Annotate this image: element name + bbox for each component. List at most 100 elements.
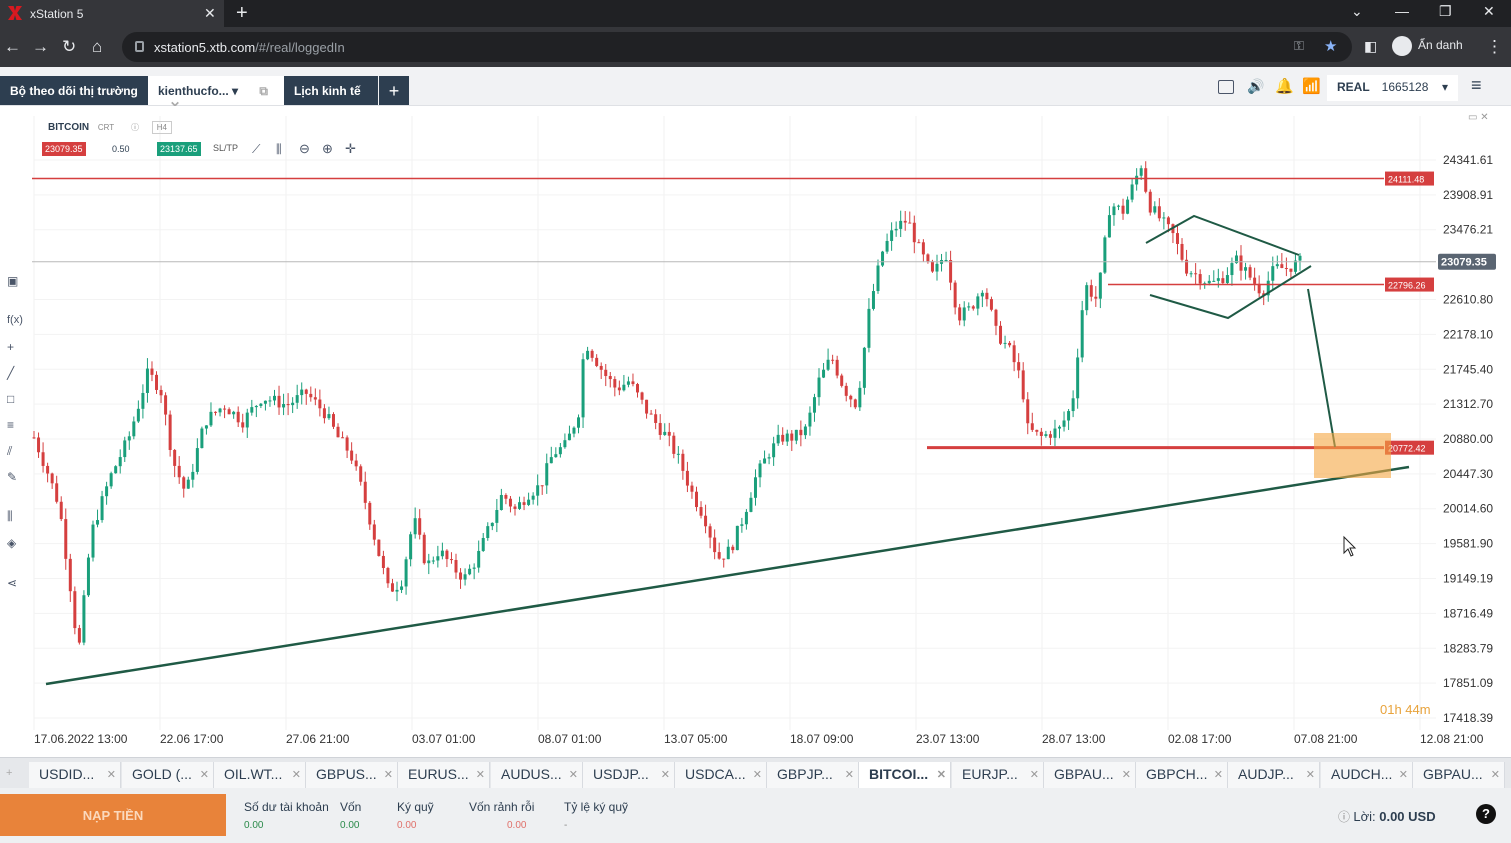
sidepanel-icon[interactable]: ◧	[1364, 38, 1378, 54]
candle-body	[91, 524, 95, 558]
incognito-profile[interactable]: Ẩn danh	[1392, 36, 1463, 56]
close-tab-icon[interactable]: ✕	[844, 769, 854, 781]
channel-tool-icon[interactable]: ⫽	[7, 444, 13, 458]
chart-type-icon[interactable]: ⟋	[252, 142, 261, 156]
close-tab-icon[interactable]: ✕	[752, 769, 762, 781]
trendline[interactable]	[45, 465, 1410, 686]
sltp-button[interactable]: SL/TP	[213, 143, 239, 153]
symbol-tab[interactable]: AUDJP... ✕	[1228, 762, 1320, 788]
deposit-button[interactable]: NẠP TIỀN	[0, 794, 226, 836]
reload-icon[interactable]: ↻	[62, 37, 77, 56]
close-tab-icon[interactable]: ✕	[1305, 769, 1315, 781]
diamond-pattern-lower[interactable]	[1149, 265, 1312, 320]
restore-icon[interactable]: ❐	[1439, 3, 1452, 19]
close-tab-icon[interactable]: ✕	[204, 5, 216, 21]
symbol-tab[interactable]: GBPAU... ✕	[1044, 762, 1136, 788]
screenshot-icon[interactable]: ▣	[7, 274, 19, 288]
close-tab-icon[interactable]: ✕	[1490, 769, 1500, 781]
tab-kienthuc[interactable]: kienthucfo... ▾ ⧉ ✕	[148, 76, 284, 113]
layers-icon[interactable]: ◈	[7, 536, 17, 550]
close-tab-icon[interactable]: ✕	[660, 769, 670, 781]
tab-economic-calendar[interactable]: Lịch kinh tế	[284, 76, 378, 105]
symbol-tab[interactable]: GBPUS... ✕	[306, 762, 398, 788]
tab-market-watch[interactable]: Bộ theo dõi thị trường	[0, 76, 148, 105]
close-tab-icon[interactable]: ✕	[1029, 769, 1039, 781]
hamburger-menu-icon[interactable]: ≡	[1471, 75, 1482, 95]
back-icon[interactable]: ←	[4, 37, 21, 56]
symbol-tab[interactable]: AUDUS... ✕	[491, 762, 583, 788]
forward-icon[interactable]: →	[32, 37, 49, 56]
key-icon[interactable]: ⚿	[1294, 38, 1304, 53]
help-button[interactable]: ?	[1476, 804, 1496, 824]
projection-line[interactable]	[1307, 288, 1336, 448]
chevron-down-icon[interactable]: ⌄	[1351, 3, 1363, 19]
star-icon[interactable]: ★	[1324, 38, 1338, 55]
diamond-pattern-upper[interactable]	[1145, 214, 1300, 256]
close-tab-icon[interactable]: ✕	[475, 769, 485, 781]
candle-body	[291, 402, 295, 406]
candle-body	[164, 395, 168, 415]
home-icon[interactable]: ⌂	[92, 37, 103, 56]
symbol-tab[interactable]: USDID... ✕	[29, 762, 121, 788]
layout-icon[interactable]	[1218, 80, 1234, 94]
symbol-tab[interactable]: GBPAU... ✕	[1413, 762, 1505, 788]
url-field[interactable]: xstation5.xtb.com/#/real/loggedIn ⚿ ★	[122, 32, 1352, 62]
minimize-icon[interactable]: —	[1395, 3, 1409, 19]
close-tab-icon[interactable]: ✕	[1121, 769, 1131, 781]
rectangle-tool-icon[interactable]: □	[7, 392, 15, 406]
close-window-icon[interactable]: ✕	[1483, 3, 1495, 19]
zoom-in-icon[interactable]: ⊕	[322, 141, 333, 156]
symbol-tab[interactable]: AUDCH... ✕	[1321, 762, 1413, 788]
candle-body	[1008, 342, 1012, 346]
symbol-tab[interactable]: EURUS... ✕	[398, 762, 490, 788]
symbol-tab[interactable]: USDJP... ✕	[583, 762, 675, 788]
new-tab-icon[interactable]: +	[236, 2, 248, 24]
sell-button[interactable]: 23079.35	[42, 142, 86, 156]
chart-panel[interactable]: 24341.61 23908.91 23476.21 22610.80 22178.10…	[0, 106, 1511, 757]
close-tab-icon[interactable]: ✕	[106, 769, 116, 781]
symbol-tab[interactable]: GBPJP... ✕	[767, 762, 859, 788]
symbol-tab[interactable]: USDCA... ✕	[675, 762, 767, 788]
symbol-tab[interactable]: GBPCH... ✕	[1136, 762, 1228, 788]
chart-window-controls-icon[interactable]: ▭ ✕	[1468, 112, 1489, 123]
volume-field[interactable]: 0.50	[112, 144, 130, 154]
zoom-out-icon[interactable]: ⊖	[299, 141, 310, 156]
add-tab-button[interactable]: +	[379, 76, 409, 105]
account-selector[interactable]: REAL 1665128 ▾	[1327, 75, 1458, 101]
pencil-tool-icon[interactable]: ✎	[7, 470, 18, 484]
price-chart[interactable]: 24341.61 23908.91 23476.21 22610.80 22178.10…	[0, 106, 1511, 757]
sound-icon[interactable]: 🔊	[1247, 78, 1265, 94]
function-icon[interactable]: f(x)	[7, 314, 23, 326]
candle-body	[118, 457, 122, 467]
timeframe-selector[interactable]: H4	[151, 121, 172, 134]
symbol-tab[interactable]: GOLD (... ✕	[122, 762, 214, 788]
line-tool-icon[interactable]: ╱	[7, 366, 15, 380]
popout-icon[interactable]: ⧉	[259, 84, 268, 98]
symbol-tab[interactable]: EURJP... ✕	[952, 762, 1044, 788]
candle-body	[436, 556, 440, 561]
fibonacci-tool-icon[interactable]: ≡	[7, 418, 15, 432]
crosshair-icon[interactable]: ✛	[345, 141, 356, 156]
crosshair-tool-icon[interactable]: +	[7, 340, 15, 354]
close-tab-icon[interactable]: ✕	[936, 769, 946, 781]
bell-icon[interactable]: 🔔	[1275, 78, 1294, 95]
instrument-type[interactable]: CRT	[97, 123, 115, 132]
symbol-tab[interactable]: BITCOI... ✕	[859, 762, 951, 788]
close-tab-icon[interactable]: ✕	[199, 769, 209, 781]
browser-tab[interactable]: xStation 5 ✕	[0, 0, 224, 27]
info-icon[interactable]: ⓘ	[130, 123, 139, 132]
close-tab-icon[interactable]: ✕	[568, 769, 578, 781]
magnet-icon[interactable]: ⫼	[7, 509, 13, 523]
share-icon[interactable]: ⋖	[7, 576, 18, 590]
close-tab-icon[interactable]: ✕	[383, 769, 393, 781]
indicators-icon[interactable]: ⫼	[276, 142, 282, 156]
target-zone[interactable]	[1314, 433, 1391, 478]
menu-dots-icon[interactable]: ⋮	[1486, 37, 1503, 56]
buy-button[interactable]: 23137.65	[157, 142, 201, 156]
symbol-tab[interactable]: OIL.WT... ✕	[214, 762, 306, 788]
close-tab-icon[interactable]: ✕	[1213, 769, 1223, 781]
close-tab-icon[interactable]: ✕	[291, 769, 301, 781]
add-symbol-icon[interactable]: +	[6, 767, 13, 779]
close-tab-icon[interactable]: ✕	[1398, 769, 1408, 781]
candle-body	[372, 524, 376, 540]
